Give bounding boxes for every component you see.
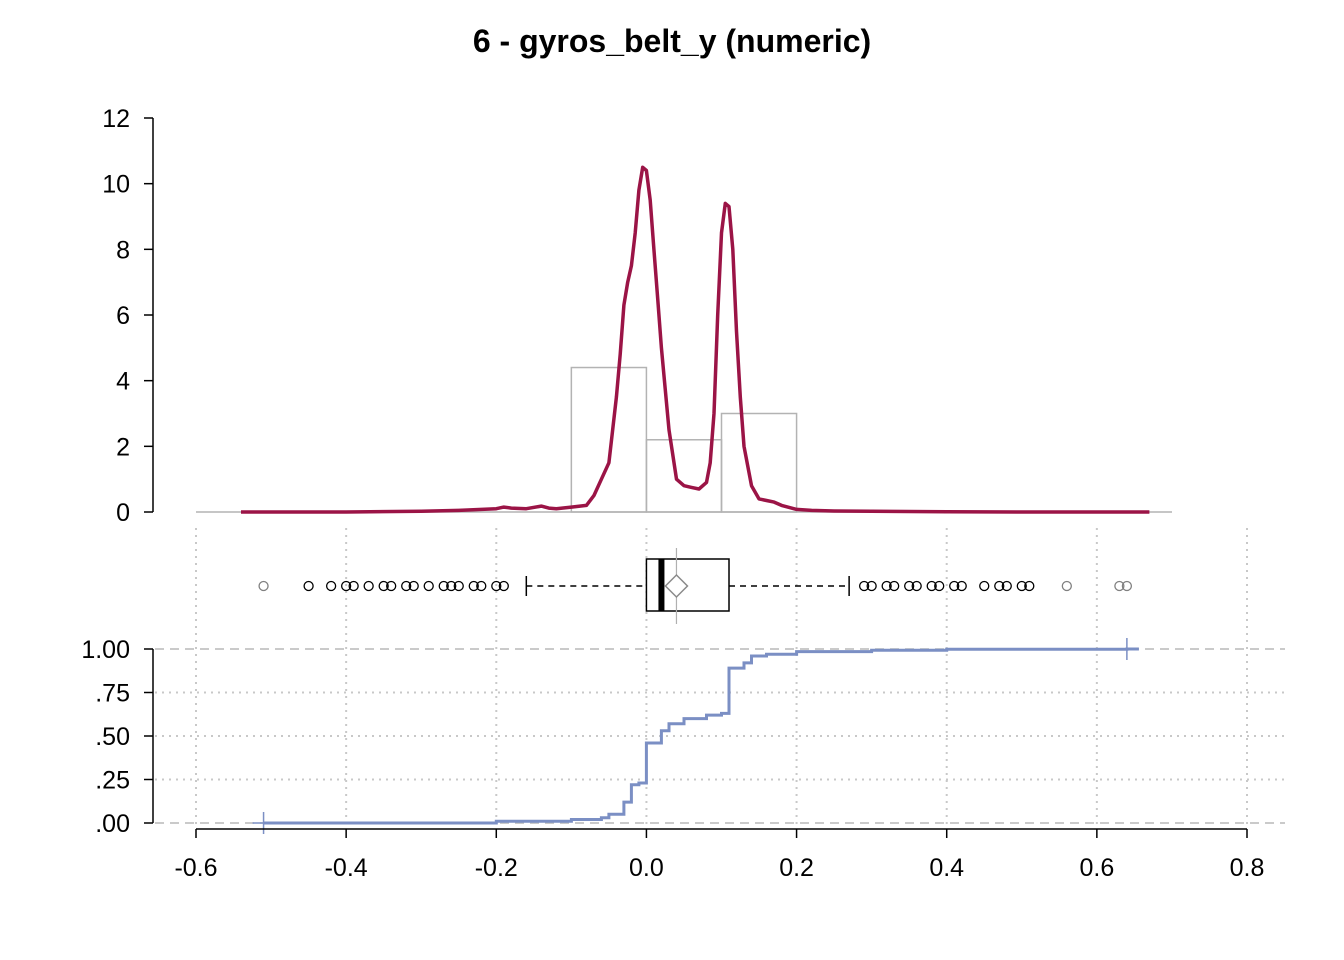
ecdf-y-tick-label-1: .25 [95,767,130,795]
x-tick-label-6: 0.6 [1079,854,1114,882]
boxplot-layer [258,548,1133,624]
density-y-tick-label-0: 0 [116,499,130,527]
histogram-bar-0 [570,366,648,513]
boxplot-outlier-1 [303,580,314,592]
boxplot-outlier-29 [994,580,1005,592]
boxplot-outlier-14 [468,580,479,592]
boxplot-outlier-5 [363,580,374,592]
boxplot-outlier-23 [911,580,922,592]
boxplot-outlier-3 [340,580,352,592]
boxplot-outlier-18 [858,580,870,592]
boxplot-outlier-28 [979,580,990,592]
boxplot-outlier-11 [438,580,449,592]
ecdf-y-tick-label-2: .50 [95,723,130,751]
boxplot-outlier-9 [408,580,419,592]
density-curve [241,165,1150,514]
boxplot-outlier-22 [904,580,915,592]
x-tick-label-7: 0.8 [1230,854,1265,882]
boxplot-outlier-0 [258,580,269,592]
ecdf-max-marker [1115,638,1138,660]
boxplot-outlier-20 [881,580,892,592]
density-y-tick-label-2: 4 [116,368,130,396]
boxplot-outlier-15 [476,580,487,592]
density-y-tick-label-4: 8 [116,236,130,264]
boxplot-outlier-24 [926,580,937,592]
boxplot-outlier-31 [1016,580,1027,592]
x-tick-label-1: -0.4 [325,854,368,882]
density-y-tick-label-3: 6 [116,302,130,330]
ecdf-min-marker [252,812,275,834]
x-tick-label-2: -0.2 [475,854,518,882]
boxplot-outlier-19 [866,580,877,592]
x-tick-label-0: -0.6 [174,854,217,882]
boxplot-outlier-17 [498,580,509,592]
density-y-tick-label-5: 10 [102,171,130,199]
ecdf-y-tick-label-0: .00 [95,810,130,838]
boxplot-outlier-10 [423,580,434,592]
boxplot-outlier-27 [956,580,967,592]
boxplot-mean-marker [664,573,689,599]
boxplot-outlier-25 [934,580,945,592]
boxplot-outlier-26 [949,580,960,592]
x-tick-label-4: 0.2 [779,854,814,882]
density-layer [241,165,1150,514]
x-tick-label-5: 0.4 [929,854,964,882]
boxplot-outlier-35 [1121,580,1133,592]
ecdf-y-tick-label-4: 1.00 [81,636,130,664]
boxplot-outlier-6 [378,580,389,592]
boxplot-outlier-32 [1024,580,1035,592]
density-y-tick-label-1: 2 [116,433,130,461]
boxplot-outlier-16 [491,580,502,592]
boxplot-outlier-33 [1061,580,1072,592]
boxplot-outlier-7 [386,580,397,592]
axes-layer: 0 2 4 6 8 10 12 .00 .25 .50 .75 1.00 -0.6 -0.4 -0.2 0.0… [81,105,1264,882]
ecdf-y-tick-label-3: .75 [95,680,130,708]
histogram-layer [196,366,1172,513]
boxplot-outlier-4 [348,580,359,592]
boxplot-outlier-21 [889,580,900,592]
density-y-tick-label-6: 12 [102,105,130,133]
chart-title: 6 - gyros_belt_y (numeric) [473,23,871,59]
boxplot-outlier-30 [1001,580,1012,592]
ecdf-layer [252,638,1139,834]
x-tick-label-3: 0.0 [629,854,664,882]
boxplot-outlier-2 [325,580,337,592]
boxplot-outlier-34 [1114,580,1125,592]
boxplot-outlier-13 [453,580,464,592]
boxplot-outlier-8 [401,580,412,592]
ecdf-step-line [263,647,1139,825]
boxplot-outlier-12 [446,580,457,592]
